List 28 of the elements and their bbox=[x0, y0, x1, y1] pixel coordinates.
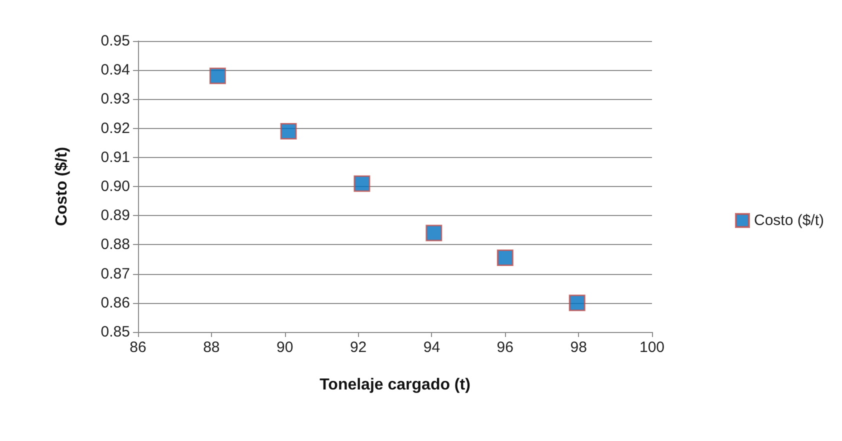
y-tick-label: 0.95 bbox=[100, 32, 130, 50]
x-axis-title: Tonelaje cargado (t) bbox=[320, 376, 470, 394]
y-tick-label: 0.88 bbox=[100, 236, 130, 254]
y-tick-label: 0.90 bbox=[100, 178, 130, 195]
point bbox=[354, 175, 370, 192]
x-tick-label: 88 bbox=[203, 339, 220, 356]
point bbox=[426, 224, 442, 242]
x-tick-label: 96 bbox=[496, 339, 514, 356]
y-tick-label: 0.94 bbox=[100, 62, 130, 79]
point bbox=[209, 68, 226, 84]
x-tick-label: 98 bbox=[570, 339, 587, 356]
x-tick-label: 86 bbox=[130, 339, 146, 356]
x-tick-label: 100 bbox=[639, 339, 665, 356]
point bbox=[568, 294, 586, 312]
y-tick-label: 0.93 bbox=[100, 90, 130, 108]
y-tick-label: 0.87 bbox=[100, 265, 130, 282]
y-tick-label: 0.86 bbox=[100, 294, 130, 312]
y-axis-title: Costo ($/t) bbox=[54, 146, 70, 226]
y-tick-label: 0.91 bbox=[100, 148, 130, 166]
legend-label: Costo ($/t) bbox=[754, 212, 824, 229]
x-tick-label: 90 bbox=[276, 339, 294, 356]
y-tick-label: 0.92 bbox=[100, 120, 130, 137]
x-tick-label: 94 bbox=[423, 339, 440, 356]
y-tick-label: 0.89 bbox=[100, 207, 130, 224]
point bbox=[280, 122, 297, 140]
x-tick-label: 92 bbox=[350, 339, 367, 356]
y-tick-label: 0.85 bbox=[100, 324, 130, 340]
point bbox=[496, 250, 514, 266]
